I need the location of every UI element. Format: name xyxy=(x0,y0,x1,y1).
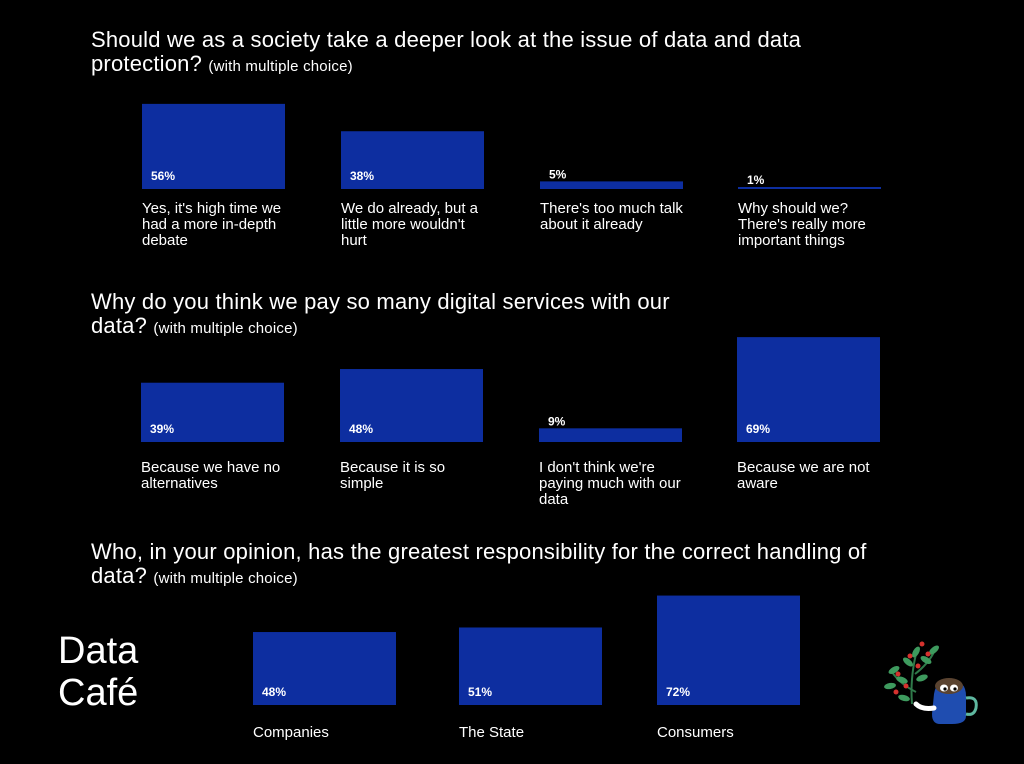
brand-line-2: Café xyxy=(58,672,139,714)
chart-1-bar-2 xyxy=(341,131,484,189)
chart-2-category-label-4: Because we are not aware xyxy=(737,459,870,492)
chart-3-value-label-2: 51% xyxy=(468,685,492,699)
chart-1-bar-4 xyxy=(738,187,881,189)
chart-1-title: Should we as a society take a deeper loo… xyxy=(91,28,871,79)
chart-2-subtitle: (with multiple choice) xyxy=(153,320,298,337)
chart-1-value-label-1: 56% xyxy=(151,169,175,183)
chart-2-title-text: Why do you think we pay so many digital … xyxy=(91,289,670,338)
chart-1-bar-1 xyxy=(142,103,285,189)
chart-3-value-label-3: 72% xyxy=(666,685,690,699)
chart-1-category-label-3: There's too much talk about it already xyxy=(540,200,683,233)
chart-2-category-label-3: I don't think we're paying much with our… xyxy=(539,459,681,508)
brand-line-1: Data xyxy=(58,630,139,672)
chart-1-category-label-4: Why should we? There's really more impor… xyxy=(738,200,866,249)
chart-1-title-text: Should we as a society take a deeper loo… xyxy=(91,27,802,76)
chart-2-bar-1 xyxy=(141,382,284,442)
chart-2-category-label-2: Because it is so simple xyxy=(340,459,446,492)
chart-1-subtitle: (with multiple choice) xyxy=(208,58,353,75)
chart-3-category-label-1: Companies xyxy=(253,724,329,741)
chart-3-title-text: Who, in your opinion, has the greatest r… xyxy=(91,539,867,588)
chart-2-category-label-1: Because we have no alternatives xyxy=(141,459,281,492)
chart-3-bar-2 xyxy=(459,627,602,705)
chart-3-value-label-1: 48% xyxy=(262,685,286,699)
chart-1-bar-3 xyxy=(540,181,683,189)
chart-1-category-label-1: Yes, it's high time we had a more in-dep… xyxy=(142,200,282,249)
chart-3-title: Who, in your opinion, has the greatest r… xyxy=(91,540,871,591)
chart-2-bar-4 xyxy=(737,337,880,442)
chart-2-value-label-1: 39% xyxy=(150,422,174,436)
chart-1-value-label-4: 1% xyxy=(747,173,765,187)
chart-2-title: Why do you think we pay so many digital … xyxy=(91,290,691,341)
chart-3-bar-1 xyxy=(253,632,396,705)
chart-1-value-label-3: 5% xyxy=(549,167,567,181)
chart-1-category-label-2: We do already, but a little more wouldn'… xyxy=(341,200,479,249)
chart-2-value-label-4: 69% xyxy=(746,422,770,436)
chart-3-bar-3 xyxy=(657,595,800,705)
chart-1-value-label-2: 38% xyxy=(350,169,374,183)
chart-2-bar-3 xyxy=(539,428,682,442)
brand-logo: Data Café xyxy=(58,630,138,714)
chart-3-subtitle: (with multiple choice) xyxy=(153,570,298,587)
chart-3-category-label-3: Consumers xyxy=(657,724,734,741)
chart-2-value-label-2: 48% xyxy=(349,422,373,436)
chart-3-category-label-2: The State xyxy=(459,724,525,741)
chart-2-value-label-3: 9% xyxy=(548,414,566,428)
chart-2-bar-2 xyxy=(340,369,483,442)
coffee-mug-with-plant-icon xyxy=(884,641,978,724)
